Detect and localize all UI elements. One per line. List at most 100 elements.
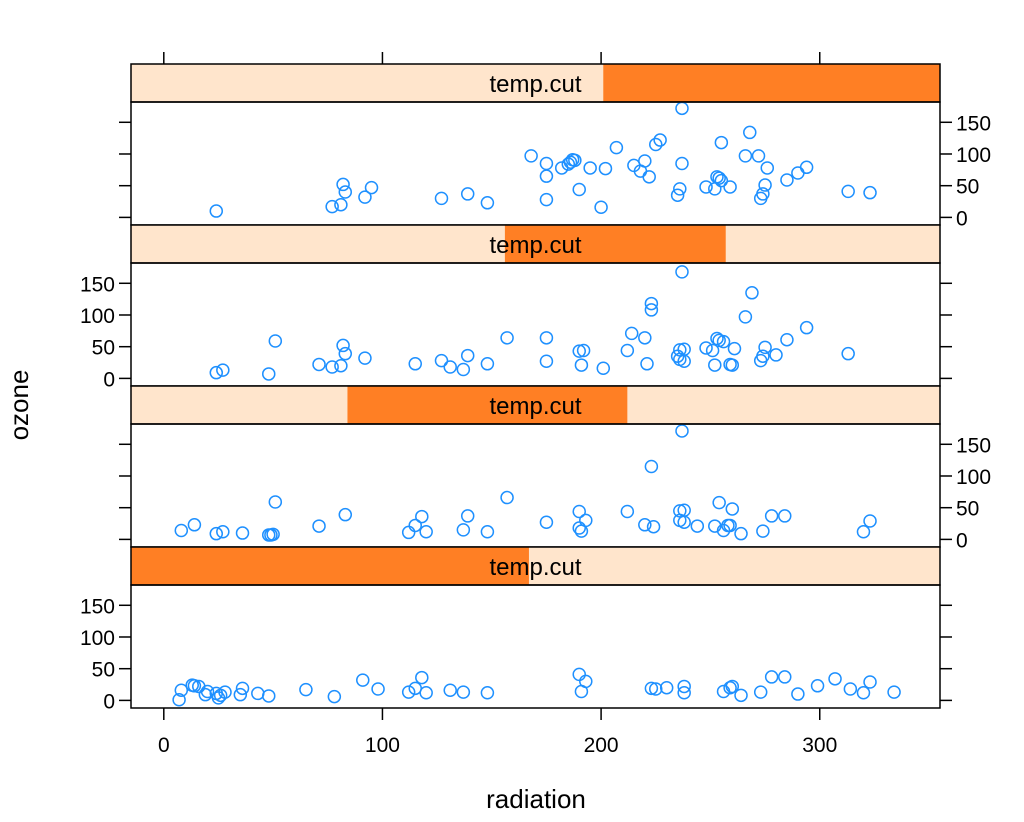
- data-point: [843, 682, 858, 696]
- panel-frame: [130, 584, 941, 709]
- data-point: [708, 519, 722, 533]
- data-point: [714, 135, 729, 150]
- y-tick-label: 50: [956, 498, 979, 521]
- data-point: [780, 173, 794, 187]
- data-point: [572, 521, 586, 535]
- y-tick-label: 100: [80, 627, 115, 650]
- data-point: [670, 188, 685, 202]
- data-point: [828, 672, 842, 686]
- y-tick-label: 50: [92, 337, 115, 360]
- data-point: [753, 685, 768, 699]
- data-point: [561, 157, 576, 171]
- y-tick-label: 100: [956, 144, 991, 167]
- data-point: [480, 357, 495, 371]
- data-point: [419, 686, 433, 700]
- data-point: [638, 154, 652, 168]
- data-point: [338, 346, 353, 361]
- data-point: [235, 681, 250, 696]
- data-point: [443, 360, 457, 374]
- data-point: [261, 689, 276, 703]
- axes-layer: 0 100 200 300: [158, 52, 837, 757]
- y-tick-label: 150: [80, 595, 115, 618]
- data-point: [690, 519, 705, 533]
- data-point: [708, 358, 722, 372]
- y-tick-label: 0: [103, 368, 115, 391]
- data-point: [594, 200, 608, 214]
- data-point: [235, 526, 250, 540]
- data-point: [325, 199, 339, 214]
- data-point: [268, 495, 283, 509]
- data-point: [764, 670, 779, 684]
- data-point: [524, 149, 538, 163]
- data-point: [699, 180, 713, 194]
- data-point: [334, 197, 348, 212]
- data-point: [325, 360, 339, 374]
- data-point: [856, 525, 871, 539]
- data-point: [198, 687, 213, 702]
- data-point: [539, 169, 554, 183]
- data-point: [334, 358, 348, 373]
- data-point: [799, 320, 814, 335]
- data-point: [620, 504, 635, 519]
- data-point: [624, 326, 639, 341]
- points-group: [209, 101, 877, 218]
- data-point: [644, 459, 659, 474]
- data-point: [780, 332, 794, 347]
- x-tick-label: 200: [584, 734, 619, 757]
- data-point: [596, 361, 611, 375]
- data-point: [677, 679, 691, 694]
- strip-label: temp.cut: [489, 232, 581, 259]
- data-point: [716, 334, 731, 349]
- data-point: [791, 687, 805, 701]
- data-point: [218, 685, 232, 699]
- data-point: [539, 192, 554, 207]
- strip-level-indicator: [347, 386, 628, 424]
- data-point: [723, 180, 737, 194]
- data-point: [863, 675, 877, 689]
- data-point: [887, 685, 901, 699]
- data-point: [863, 185, 877, 200]
- data-point: [677, 354, 691, 369]
- data-point: [583, 161, 597, 175]
- data-point: [810, 679, 825, 693]
- data-point: [778, 670, 792, 684]
- data-point: [209, 204, 224, 218]
- data-point: [738, 149, 753, 163]
- data-point: [751, 149, 766, 163]
- data-point: [572, 667, 586, 682]
- data-point: [579, 513, 593, 528]
- y-tick-label: 100: [80, 305, 115, 328]
- x-tick-label: 300: [802, 734, 837, 757]
- data-point: [480, 525, 495, 539]
- data-point: [187, 679, 202, 693]
- x-tick-label: 100: [365, 734, 400, 757]
- data-point: [725, 502, 740, 516]
- data-point: [358, 351, 372, 365]
- data-point: [638, 518, 652, 532]
- data-point: [251, 686, 265, 701]
- data-point: [261, 367, 276, 381]
- data-point: [539, 331, 554, 345]
- data-point: [415, 670, 429, 685]
- data-point: [675, 156, 689, 171]
- data-point: [434, 191, 449, 206]
- data-point: [734, 526, 748, 541]
- data-point: [644, 296, 659, 311]
- data-point: [539, 515, 554, 530]
- data-point: [480, 196, 495, 210]
- data-point: [572, 504, 586, 519]
- data-point: [338, 507, 353, 522]
- panel-frame: [130, 262, 941, 387]
- data-point: [841, 346, 855, 361]
- y-tick-label: 150: [956, 112, 991, 135]
- points-group: [172, 667, 901, 707]
- data-point: [699, 341, 713, 355]
- data-point: [760, 161, 775, 175]
- data-point: [200, 684, 215, 699]
- data-point: [712, 171, 726, 185]
- data-point: [456, 523, 471, 537]
- data-point: [677, 515, 691, 530]
- strip-level-indicator: [131, 547, 529, 585]
- y-tick-label: 0: [103, 690, 115, 713]
